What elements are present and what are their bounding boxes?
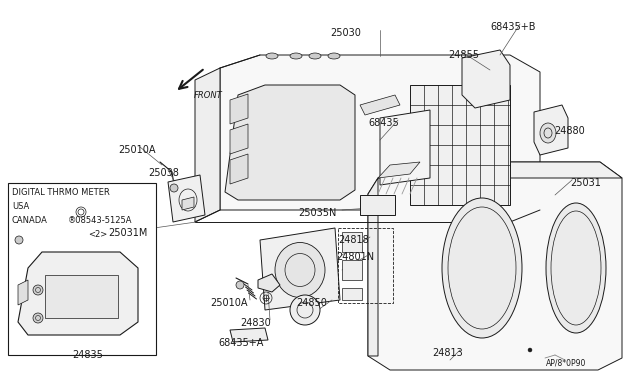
Bar [338, 228, 393, 303]
Circle shape [528, 348, 532, 352]
Ellipse shape [328, 53, 340, 59]
Circle shape [236, 281, 244, 289]
Text: 24813: 24813 [432, 348, 463, 358]
Text: 25010A: 25010A [210, 298, 248, 308]
Ellipse shape [442, 198, 522, 338]
Polygon shape [168, 175, 205, 222]
Ellipse shape [546, 203, 606, 333]
Circle shape [170, 184, 178, 192]
Polygon shape [378, 162, 420, 178]
Polygon shape [368, 162, 622, 370]
Polygon shape [18, 280, 28, 305]
Bar [8, 183, 156, 355]
Text: 24880: 24880 [554, 126, 585, 136]
Polygon shape [342, 232, 362, 252]
Circle shape [290, 295, 320, 325]
Text: AP/8*0P90: AP/8*0P90 [546, 358, 586, 367]
Text: FRONT: FRONT [194, 91, 223, 100]
Ellipse shape [540, 123, 556, 143]
Polygon shape [378, 162, 622, 178]
Text: 68435: 68435 [368, 118, 399, 128]
Text: 24830: 24830 [240, 318, 271, 328]
Polygon shape [410, 85, 510, 205]
Polygon shape [258, 274, 280, 292]
Ellipse shape [290, 53, 302, 59]
Text: DIGITAL THRMO METER: DIGITAL THRMO METER [12, 188, 109, 197]
Polygon shape [182, 197, 194, 210]
Text: 25030: 25030 [330, 28, 361, 38]
Polygon shape [195, 68, 220, 222]
Circle shape [33, 285, 43, 295]
Polygon shape [462, 50, 510, 108]
Ellipse shape [266, 53, 278, 59]
Circle shape [33, 313, 43, 323]
Text: ®08543-5125A: ®08543-5125A [68, 216, 132, 225]
Polygon shape [18, 252, 138, 335]
Polygon shape [260, 228, 340, 310]
Text: 24855: 24855 [448, 50, 479, 60]
Polygon shape [225, 85, 355, 200]
Text: CANADA: CANADA [12, 216, 48, 225]
Text: 25031M: 25031M [108, 228, 147, 238]
Polygon shape [342, 260, 362, 280]
Ellipse shape [309, 53, 321, 59]
Polygon shape [534, 105, 568, 155]
Text: 68435+B: 68435+B [490, 22, 536, 32]
Ellipse shape [275, 243, 325, 298]
Text: 25010A: 25010A [118, 145, 156, 155]
Text: USA: USA [12, 202, 29, 211]
Polygon shape [45, 275, 118, 318]
Polygon shape [220, 55, 540, 210]
Polygon shape [342, 288, 362, 300]
Polygon shape [230, 124, 248, 154]
Polygon shape [380, 110, 430, 185]
Polygon shape [360, 195, 395, 215]
Text: 25038: 25038 [148, 168, 179, 178]
Polygon shape [230, 154, 248, 184]
Polygon shape [230, 94, 248, 124]
Text: 68435+A: 68435+A [218, 338, 264, 348]
Polygon shape [230, 328, 268, 342]
Text: 24850: 24850 [296, 298, 327, 308]
Text: 24835: 24835 [72, 350, 103, 360]
Circle shape [15, 236, 23, 244]
Text: <2>: <2> [88, 230, 108, 239]
Polygon shape [368, 178, 378, 356]
Text: 24818: 24818 [338, 235, 369, 245]
Polygon shape [360, 95, 400, 115]
Text: 25031: 25031 [570, 178, 601, 188]
Text: 25035N: 25035N [298, 208, 337, 218]
Text: 24801N: 24801N [336, 252, 374, 262]
